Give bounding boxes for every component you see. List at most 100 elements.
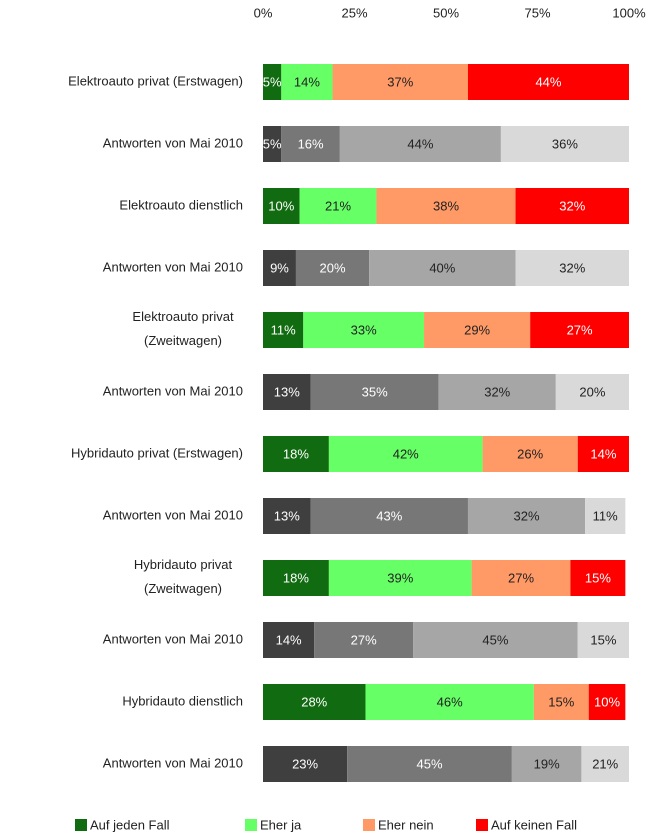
bar-segment bbox=[530, 312, 629, 348]
value-label: 16% bbox=[298, 136, 324, 151]
bar-segment bbox=[263, 64, 282, 100]
value-label: 10% bbox=[594, 694, 620, 709]
bar-segment bbox=[533, 684, 589, 720]
bar-segment bbox=[328, 436, 483, 472]
value-label: 27% bbox=[351, 632, 377, 647]
value-label: 9% bbox=[270, 260, 289, 275]
bar-segment bbox=[347, 746, 512, 782]
legend-label: Auf keinen Fall bbox=[491, 817, 577, 832]
category-label: Hybridauto privat (Zweitwagen) bbox=[134, 557, 233, 596]
value-label: 45% bbox=[417, 756, 443, 771]
value-label: 15% bbox=[585, 570, 611, 585]
category-label: Elektroauto dienstlich bbox=[119, 197, 243, 212]
bar-segment bbox=[581, 746, 629, 782]
value-label: 37% bbox=[387, 74, 413, 89]
value-label: 29% bbox=[464, 322, 490, 337]
value-label: 32% bbox=[559, 198, 585, 213]
bar-segment bbox=[471, 560, 571, 596]
bar-segment bbox=[577, 622, 629, 658]
value-label: 14% bbox=[590, 446, 616, 461]
value-label: 46% bbox=[437, 694, 463, 709]
category-label: Antworten von Mai 2010 bbox=[103, 259, 243, 274]
value-label: 27% bbox=[567, 322, 593, 337]
bar-segment bbox=[438, 374, 556, 410]
value-label: 45% bbox=[482, 632, 508, 647]
value-label: 39% bbox=[387, 570, 413, 585]
bar-segment bbox=[511, 746, 582, 782]
value-label: 11% bbox=[593, 508, 618, 523]
bar-segment bbox=[310, 374, 439, 410]
x-tick-label: 100% bbox=[612, 5, 646, 20]
value-label: 42% bbox=[393, 446, 419, 461]
bar-segment bbox=[577, 436, 629, 472]
value-label: 13% bbox=[274, 508, 300, 523]
value-label: 5% bbox=[263, 74, 282, 89]
bar-segment bbox=[263, 436, 329, 472]
bar-segment bbox=[413, 622, 578, 658]
bar-segment bbox=[500, 126, 629, 162]
x-tick-label: 0% bbox=[254, 5, 273, 20]
legend-swatch bbox=[245, 819, 257, 831]
x-tick-label: 50% bbox=[433, 5, 459, 20]
value-label: 15% bbox=[548, 694, 574, 709]
legend-label: Eher nein bbox=[378, 817, 434, 832]
bar-segment bbox=[303, 312, 425, 348]
bar-segment bbox=[515, 188, 629, 224]
bar-segment bbox=[295, 250, 370, 286]
category-label: Elektroauto privat (Erstwagen) bbox=[68, 73, 243, 88]
bar-segment bbox=[310, 498, 468, 534]
bar-segment bbox=[555, 374, 629, 410]
bar-segment bbox=[328, 560, 472, 596]
value-label: 5% bbox=[263, 136, 282, 151]
bar-segment bbox=[482, 436, 578, 472]
value-label: 26% bbox=[517, 446, 543, 461]
bar-segment bbox=[365, 684, 534, 720]
value-label: 18% bbox=[283, 446, 309, 461]
value-label: 21% bbox=[592, 756, 618, 771]
value-label: 27% bbox=[508, 570, 534, 585]
legend-swatch bbox=[75, 819, 87, 831]
value-label: 36% bbox=[552, 136, 578, 151]
bar-segment bbox=[263, 684, 366, 720]
value-label: 35% bbox=[362, 384, 388, 399]
value-label: 32% bbox=[559, 260, 585, 275]
bar-segment bbox=[263, 498, 311, 534]
bar-segment bbox=[339, 126, 501, 162]
bar-segment bbox=[263, 188, 300, 224]
value-label: 33% bbox=[351, 322, 377, 337]
bar-segment bbox=[376, 188, 516, 224]
category-label: Elektroauto privat (Zweitwagen) bbox=[132, 309, 234, 348]
bar-segment bbox=[467, 498, 586, 534]
legend-swatch bbox=[476, 819, 488, 831]
bar-segment bbox=[299, 188, 377, 224]
category-label: Antworten von Mai 2010 bbox=[103, 135, 243, 150]
plot-area: 5% 14% 37% 44% 5% 16% 44% 36% 10% 21% 38% 32% 9% 20% 4… bbox=[263, 64, 629, 782]
value-label: 19% bbox=[534, 756, 560, 771]
bar-segment bbox=[263, 126, 282, 162]
bar-segment bbox=[281, 64, 333, 100]
bar-segment bbox=[263, 374, 311, 410]
category-label: Antworten von Mai 2010 bbox=[103, 383, 243, 398]
bar-segment bbox=[281, 126, 340, 162]
legend-label: Eher ja bbox=[260, 817, 302, 832]
value-label: 44% bbox=[535, 74, 561, 89]
bar-segment bbox=[424, 312, 531, 348]
value-label: 13% bbox=[274, 384, 300, 399]
value-label: 32% bbox=[514, 508, 540, 523]
legend-label: Auf jeden Fall bbox=[90, 817, 170, 832]
value-label: 23% bbox=[292, 756, 318, 771]
value-label: 14% bbox=[276, 632, 302, 647]
category-label: Hybridauto dienstlich bbox=[122, 693, 243, 708]
value-label: 11% bbox=[271, 322, 296, 337]
x-tick-label: 75% bbox=[524, 5, 550, 20]
value-label: 40% bbox=[429, 260, 455, 275]
value-label: 20% bbox=[579, 384, 605, 399]
bar-segment bbox=[467, 64, 629, 100]
category-label: Hybridauto privat (Erstwagen) bbox=[71, 445, 243, 460]
category-label: Antworten von Mai 2010 bbox=[103, 507, 243, 522]
value-label: 44% bbox=[407, 136, 433, 151]
value-label: 15% bbox=[590, 632, 616, 647]
category-label: Antworten von Mai 2010 bbox=[103, 631, 243, 646]
value-label: 10% bbox=[268, 198, 294, 213]
value-label: 28% bbox=[301, 694, 327, 709]
